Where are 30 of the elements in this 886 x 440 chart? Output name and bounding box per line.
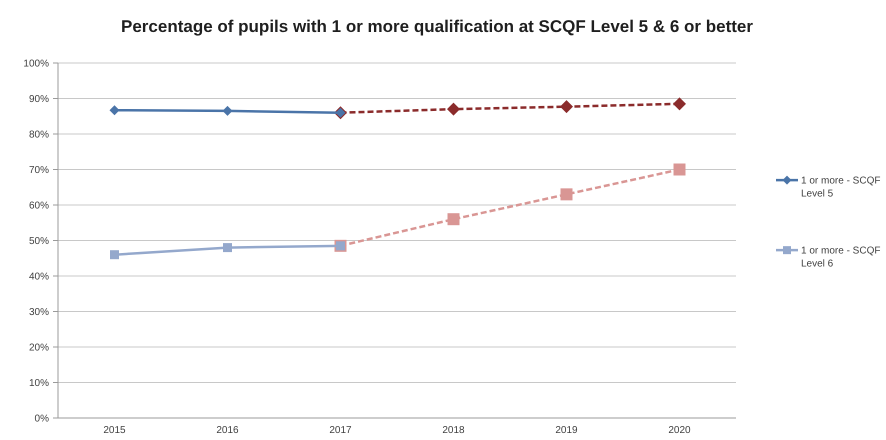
y-tick-label: 20% [28, 342, 50, 354]
legend-label: 1 or more - SCQF Level 6 [801, 246, 880, 270]
y-tick-label: 100% [23, 58, 50, 70]
point [560, 100, 573, 114]
x-tick-label: 2015 [103, 425, 126, 436]
y-tick-label: 80% [28, 130, 50, 140]
y-tick-label: 40% [28, 272, 50, 282]
point [110, 250, 119, 260]
point [447, 102, 460, 116]
point [222, 106, 232, 116]
x-tick-label: 2018 [442, 425, 466, 436]
legend-label: 1 or more - SCQF Level 5 [801, 176, 880, 200]
y-tick-label: 70% [28, 165, 50, 176]
x-tick-label: 2020 [668, 425, 692, 436]
x-tick-label: 2017 [329, 425, 352, 436]
x-tick-label: 2016 [216, 425, 240, 436]
y-tick-label: 30% [28, 307, 50, 318]
y-tick-label: 60% [28, 200, 50, 212]
point [560, 188, 572, 200]
chart-title: Percentage of pupils with 1 or more qualification at SCQF Level 5 & 6 or better [121, 17, 754, 36]
y-tick-label: 50% [28, 236, 50, 247]
point [223, 243, 232, 252]
y-tick-label: 10% [28, 378, 50, 389]
y-tick-label: 0% [34, 414, 50, 424]
point [674, 164, 686, 176]
y-tick-label: 90% [28, 94, 50, 105]
point [110, 105, 120, 116]
point [448, 213, 460, 226]
point [673, 97, 686, 110]
x-tick-label: 2019 [555, 425, 578, 436]
